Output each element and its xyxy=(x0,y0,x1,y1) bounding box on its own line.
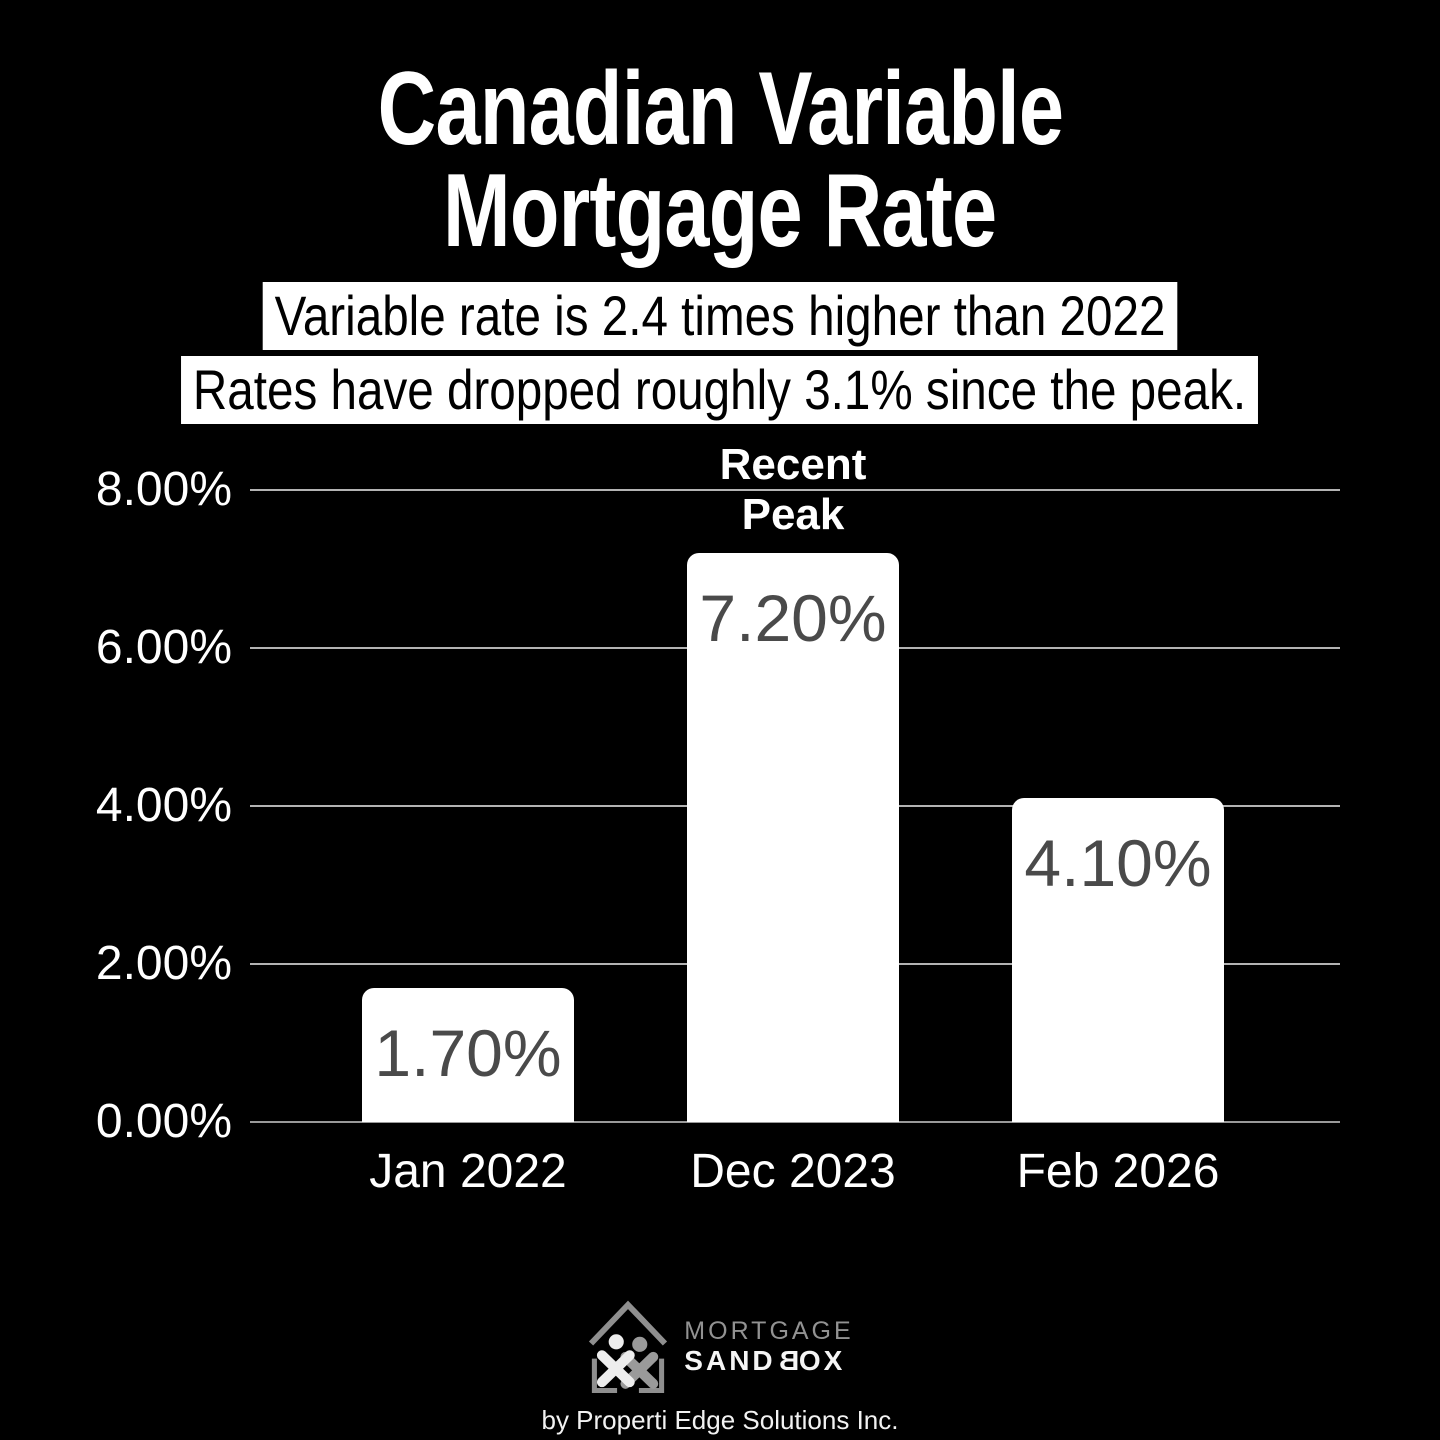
x-axis-label: Feb 2026 xyxy=(1016,1145,1220,1198)
bar-Jan 2022 xyxy=(362,987,574,1122)
bar-Dec 2023 xyxy=(687,553,899,1122)
bar-value-label: 4.10% xyxy=(1024,826,1212,901)
subtitle-row-1: Variable rate is 2.4 times higher than 2… xyxy=(0,282,1440,350)
subtitle-row-2: Rates have dropped roughly 3.1% since th… xyxy=(0,356,1440,424)
x-axis-label: Dec 2023 xyxy=(690,1145,896,1198)
mirrored-b-glyph: B xyxy=(775,1344,799,1376)
recent-peak-annotation: Recent Peak xyxy=(719,440,867,539)
mortgage-sandbox-logo-icon xyxy=(589,1300,668,1394)
subtitle-highlight-2: Rates have dropped roughly 3.1% since th… xyxy=(181,356,1259,424)
logo-wordmark-sandbox: SANDBOX xyxy=(684,1344,846,1376)
logo-wordmark: MORTGAGE SANDBOX xyxy=(684,1317,853,1376)
page-title: Canadian Variable Mortgage Rate xyxy=(0,51,1440,269)
bar-value-label: 1.70% xyxy=(374,1015,562,1090)
bar-value-label: 7.20% xyxy=(699,581,887,656)
gridline-0.00% xyxy=(250,1121,1340,1123)
y-axis-label: 6.00% xyxy=(95,621,232,674)
x-axis-label: Jan 2022 xyxy=(369,1145,567,1198)
logo-tagline: by Properti Edge Solutions Inc. xyxy=(541,1405,899,1435)
gridline-8.00% xyxy=(250,489,1340,491)
y-axis-label: 4.00% xyxy=(95,779,232,832)
y-axis-label: 2.00% xyxy=(95,937,232,990)
logo: MORTGAGE SANDBOX xyxy=(0,1294,1440,1398)
logo-wordmark-mortgage: MORTGAGE xyxy=(684,1316,854,1345)
subtitle-highlight-1: Variable rate is 2.4 times higher than 2… xyxy=(262,282,1178,350)
y-axis-label: 8.00% xyxy=(95,463,232,516)
page-title-line-1: Canadian Variable xyxy=(377,51,1063,167)
page-title-line-2: Mortgage Rate xyxy=(443,153,997,269)
bar-Feb 2026 xyxy=(1012,798,1224,1122)
y-axis-label: 0.00% xyxy=(95,1095,232,1148)
